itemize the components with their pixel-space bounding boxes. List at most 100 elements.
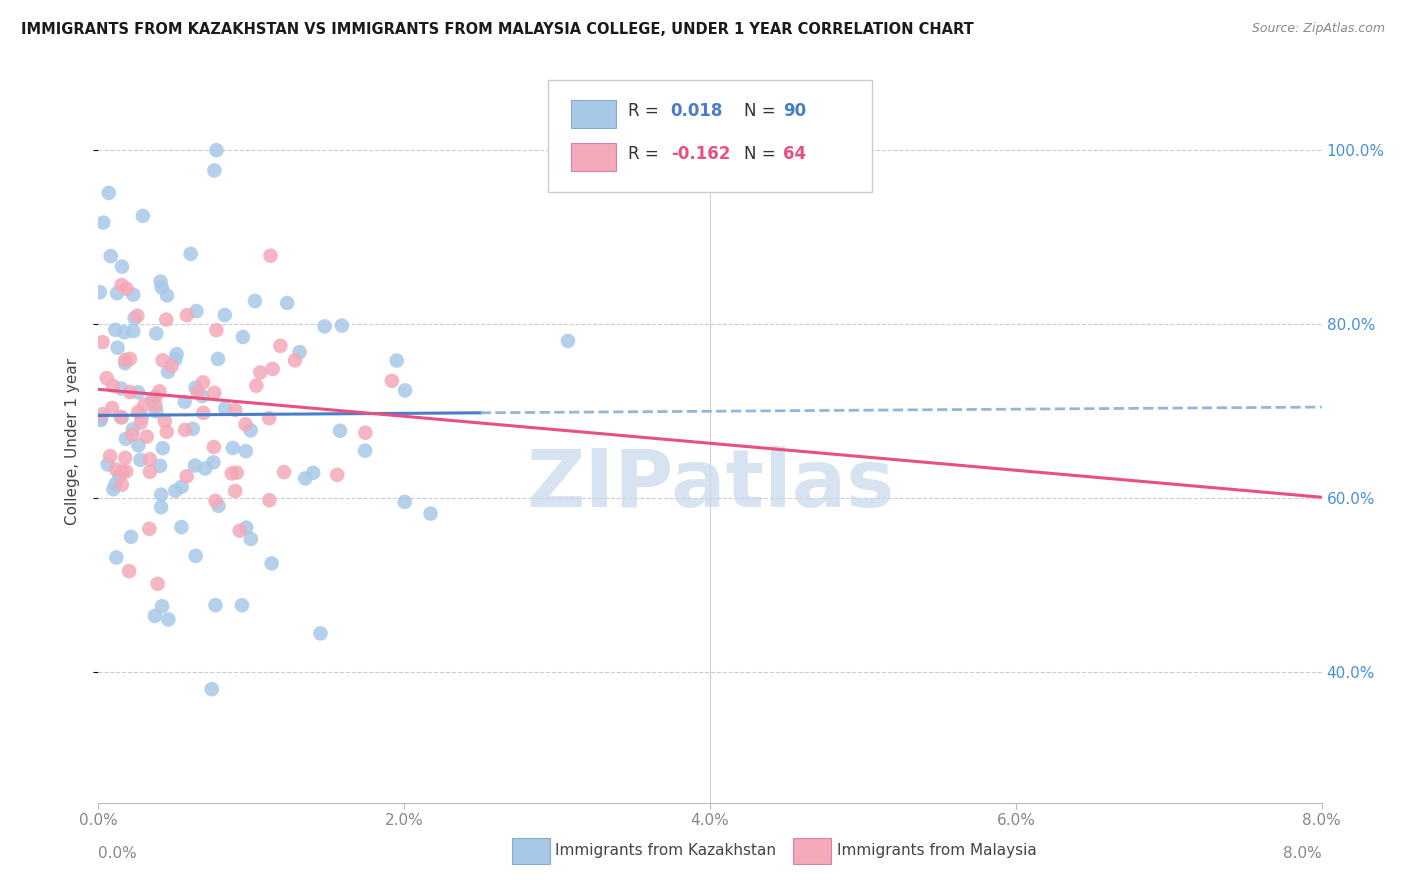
Point	[262, 362, 284, 376]
Point	[91, 335, 114, 350]
Point	[228, 524, 250, 538]
Point	[112, 326, 135, 340]
Point	[139, 465, 162, 479]
Point	[134, 398, 156, 412]
Text: 0.0%: 0.0%	[98, 847, 138, 861]
Point	[557, 334, 579, 348]
Text: R =: R =	[628, 103, 665, 120]
Point	[245, 378, 267, 392]
Point	[150, 488, 173, 502]
Y-axis label: College, Under 1 year: College, Under 1 year	[65, 358, 80, 525]
Point	[118, 384, 141, 399]
Point	[214, 401, 236, 416]
Point	[225, 466, 247, 480]
Point	[157, 612, 180, 626]
Point	[118, 351, 141, 366]
Point	[419, 507, 441, 521]
Point	[191, 376, 214, 390]
Point	[111, 260, 134, 274]
Point	[207, 499, 229, 513]
Point	[97, 458, 120, 472]
Point	[97, 186, 120, 200]
Point	[160, 359, 183, 374]
Text: 0.018: 0.018	[671, 103, 723, 120]
Point	[207, 351, 229, 366]
Point	[186, 385, 208, 400]
Point	[122, 287, 145, 301]
Point	[269, 339, 291, 353]
Point	[107, 341, 129, 355]
Point	[204, 598, 226, 612]
Point	[110, 278, 132, 293]
Point	[115, 282, 138, 296]
Point	[98, 449, 121, 463]
Text: N =: N =	[744, 103, 780, 120]
Point	[121, 428, 143, 442]
Point	[257, 411, 280, 425]
Point	[152, 353, 174, 368]
Point	[239, 532, 262, 546]
Point	[129, 416, 152, 430]
Point	[141, 393, 163, 408]
Point	[259, 493, 281, 508]
Point	[139, 452, 162, 467]
Point	[329, 424, 352, 438]
Point	[150, 500, 173, 515]
Point	[243, 293, 266, 308]
Point	[204, 493, 226, 508]
Point	[135, 429, 157, 443]
Point	[105, 286, 128, 301]
Point	[145, 326, 167, 341]
Text: ZIPatlas: ZIPatlas	[526, 446, 894, 524]
Point	[354, 425, 377, 440]
Text: Immigrants from Malaysia: Immigrants from Malaysia	[837, 844, 1036, 858]
Point	[170, 520, 193, 534]
Point	[91, 407, 114, 421]
Point	[194, 461, 217, 475]
Point	[176, 308, 198, 322]
Point	[150, 280, 173, 294]
Point	[110, 381, 132, 395]
Point	[104, 476, 127, 491]
Text: 8.0%: 8.0%	[1282, 847, 1322, 861]
Point	[100, 249, 122, 263]
Point	[132, 209, 155, 223]
Point	[105, 462, 128, 476]
Point	[111, 465, 134, 479]
Point	[309, 626, 332, 640]
Point	[91, 216, 114, 230]
Point	[221, 467, 243, 481]
Point	[186, 304, 208, 318]
Point	[145, 390, 167, 404]
Point	[176, 469, 198, 483]
Point	[153, 414, 176, 428]
Point	[127, 385, 149, 400]
Point	[145, 404, 167, 418]
Point	[193, 406, 215, 420]
Point	[127, 309, 149, 323]
Text: Immigrants from Kazakhstan: Immigrants from Kazakhstan	[555, 844, 776, 858]
Text: 64: 64	[783, 145, 806, 163]
Point	[276, 296, 298, 310]
Point	[166, 347, 188, 361]
Point	[114, 450, 136, 465]
Point	[138, 522, 160, 536]
Point	[101, 378, 124, 392]
Point	[330, 318, 353, 333]
Point	[115, 432, 138, 446]
Point	[314, 319, 336, 334]
Point	[170, 480, 193, 494]
Text: -0.162: -0.162	[671, 145, 730, 163]
Point	[90, 413, 112, 427]
Point	[239, 424, 262, 438]
Text: Source: ZipAtlas.com: Source: ZipAtlas.com	[1251, 22, 1385, 36]
Point	[174, 423, 197, 437]
Point	[127, 438, 149, 452]
Point	[149, 458, 172, 473]
Point	[231, 599, 253, 613]
Point	[111, 410, 134, 425]
Point	[381, 374, 404, 388]
Point	[284, 353, 307, 368]
Point	[156, 288, 179, 302]
Point	[205, 143, 228, 157]
